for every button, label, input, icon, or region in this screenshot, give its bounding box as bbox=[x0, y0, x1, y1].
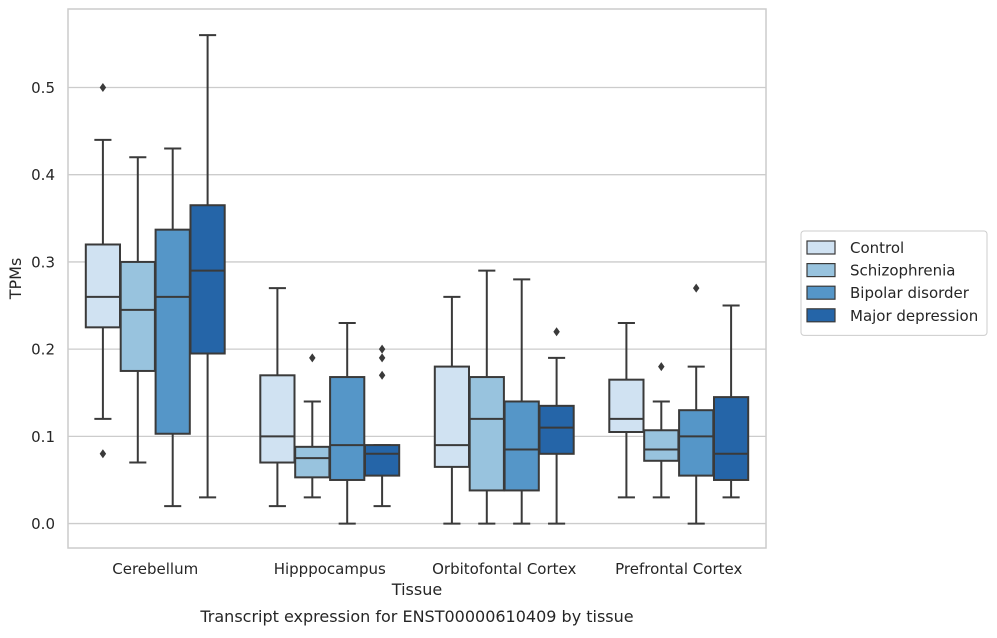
box-iqr bbox=[363, 444, 401, 477]
box-iqr bbox=[294, 445, 331, 479]
legend-swatch bbox=[806, 240, 836, 255]
legend-swatch bbox=[806, 308, 836, 323]
box-iqr bbox=[643, 429, 680, 462]
y-axis-ticks: 0.0 0.1 0.2 0.3 0.4 0.5 bbox=[31, 79, 55, 533]
box-1-4 bbox=[608, 321, 645, 499]
legend: Control Schizophrenia Bipolar disorder Majo… bbox=[800, 230, 988, 336]
outlier-point bbox=[378, 353, 386, 363]
box-4-1 bbox=[189, 34, 226, 499]
box-iqr bbox=[503, 400, 540, 492]
x-tick-label: Prefrontal Cortex bbox=[615, 560, 742, 578]
box-3-2 bbox=[329, 321, 366, 525]
box-iqr bbox=[259, 374, 296, 464]
box-4-2 bbox=[363, 344, 401, 508]
outlier-point bbox=[378, 370, 386, 380]
box-4-3 bbox=[538, 327, 575, 525]
box-2-3 bbox=[468, 269, 505, 525]
outlier-point bbox=[309, 353, 316, 363]
x-axis-ticks: Cerebellum Hipppocampus Orbitofontal Corte… bbox=[112, 560, 742, 578]
x-tick-label: Hipppocampus bbox=[274, 560, 386, 578]
box-1-3 bbox=[433, 295, 471, 525]
outlier-point bbox=[553, 327, 560, 337]
box-iqr bbox=[189, 204, 226, 355]
legend-label: Major depression bbox=[850, 307, 978, 325]
box-iqr bbox=[84, 243, 122, 329]
outlier-point bbox=[99, 82, 107, 92]
box-3-1 bbox=[154, 147, 191, 508]
box-iqr bbox=[678, 409, 715, 477]
y-tick-label: 0.4 bbox=[31, 166, 55, 184]
box-iqr bbox=[329, 376, 366, 481]
box-1-2 bbox=[259, 287, 296, 508]
y-tick-label: 0.0 bbox=[31, 515, 55, 533]
legend-label: Bipolar disorder bbox=[850, 284, 970, 302]
box-1-1 bbox=[84, 82, 122, 459]
legend-swatch bbox=[806, 263, 836, 278]
x-tick-label: Cerebellum bbox=[112, 560, 198, 578]
chart-caption: Transcript expression for ENST0000061040… bbox=[199, 607, 633, 626]
outlier-point bbox=[378, 344, 386, 354]
box-3-4 bbox=[678, 283, 715, 525]
box-iqr bbox=[154, 228, 191, 435]
y-tick-label: 0.3 bbox=[31, 253, 55, 271]
plot-frame bbox=[67, 8, 767, 549]
legend-frame bbox=[800, 230, 988, 336]
outlier-point bbox=[99, 449, 107, 459]
y-tick-label: 0.1 bbox=[31, 428, 55, 446]
y-axis-label: TPMs bbox=[6, 258, 25, 301]
box-2-2 bbox=[294, 353, 331, 499]
box-2-1 bbox=[119, 156, 156, 464]
outlier-point bbox=[658, 362, 665, 372]
box-4-4 bbox=[712, 304, 750, 499]
box-3-3 bbox=[503, 278, 540, 525]
outlier-point bbox=[692, 283, 700, 293]
y-tick-label: 0.2 bbox=[31, 341, 55, 359]
y-tick-label: 0.5 bbox=[31, 79, 55, 97]
box-iqr bbox=[119, 260, 156, 372]
box-iqr bbox=[712, 396, 750, 481]
boxes bbox=[84, 34, 750, 525]
x-axis-label: Tissue bbox=[391, 580, 442, 599]
legend-swatch bbox=[806, 285, 836, 300]
box-iqr bbox=[538, 404, 575, 455]
box-iqr bbox=[433, 365, 471, 468]
box-iqr bbox=[468, 376, 505, 492]
legend-label: Control bbox=[850, 239, 904, 257]
box-2-4 bbox=[643, 362, 680, 499]
x-tick-label: Orbitofontal Cortex bbox=[432, 560, 576, 578]
legend-label: Schizophrenia bbox=[850, 262, 955, 280]
box-iqr bbox=[608, 378, 645, 434]
